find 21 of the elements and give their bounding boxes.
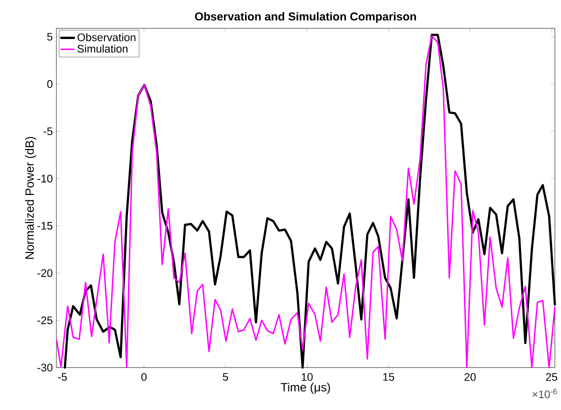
y-tick-label: 5 bbox=[47, 33, 52, 41]
y-tick-label: -10 bbox=[38, 174, 52, 183]
y-axis-title: Normalized Power (dB) bbox=[25, 137, 36, 259]
x-tick-label: 5 bbox=[222, 373, 228, 381]
x-tick-label: 20 bbox=[464, 373, 476, 381]
legend-label: Simulation bbox=[78, 44, 128, 53]
legend-label: Observation bbox=[78, 33, 136, 42]
chart-title: Observation and Simulation Comparison bbox=[195, 12, 416, 23]
x-tick-label: 0 bbox=[141, 373, 147, 381]
y-tick-label: 0 bbox=[47, 80, 52, 88]
y-tick-label: -15 bbox=[38, 222, 52, 230]
y-tick-label: -30 bbox=[38, 364, 52, 372]
x-tick-label: 10 bbox=[302, 373, 313, 381]
x-axis-title: Time (μs) bbox=[280, 382, 330, 394]
x-tick-label: -5 bbox=[58, 373, 67, 381]
y-tick-label: -20 bbox=[38, 269, 52, 278]
x-tick-label: 25 bbox=[546, 373, 558, 381]
y-tick-label: -25 bbox=[38, 316, 52, 324]
y-tick-label: -5 bbox=[44, 128, 52, 136]
x-tick-label: 15 bbox=[383, 373, 394, 381]
text: ×10$^{-6}$ bbox=[532, 388, 557, 398]
